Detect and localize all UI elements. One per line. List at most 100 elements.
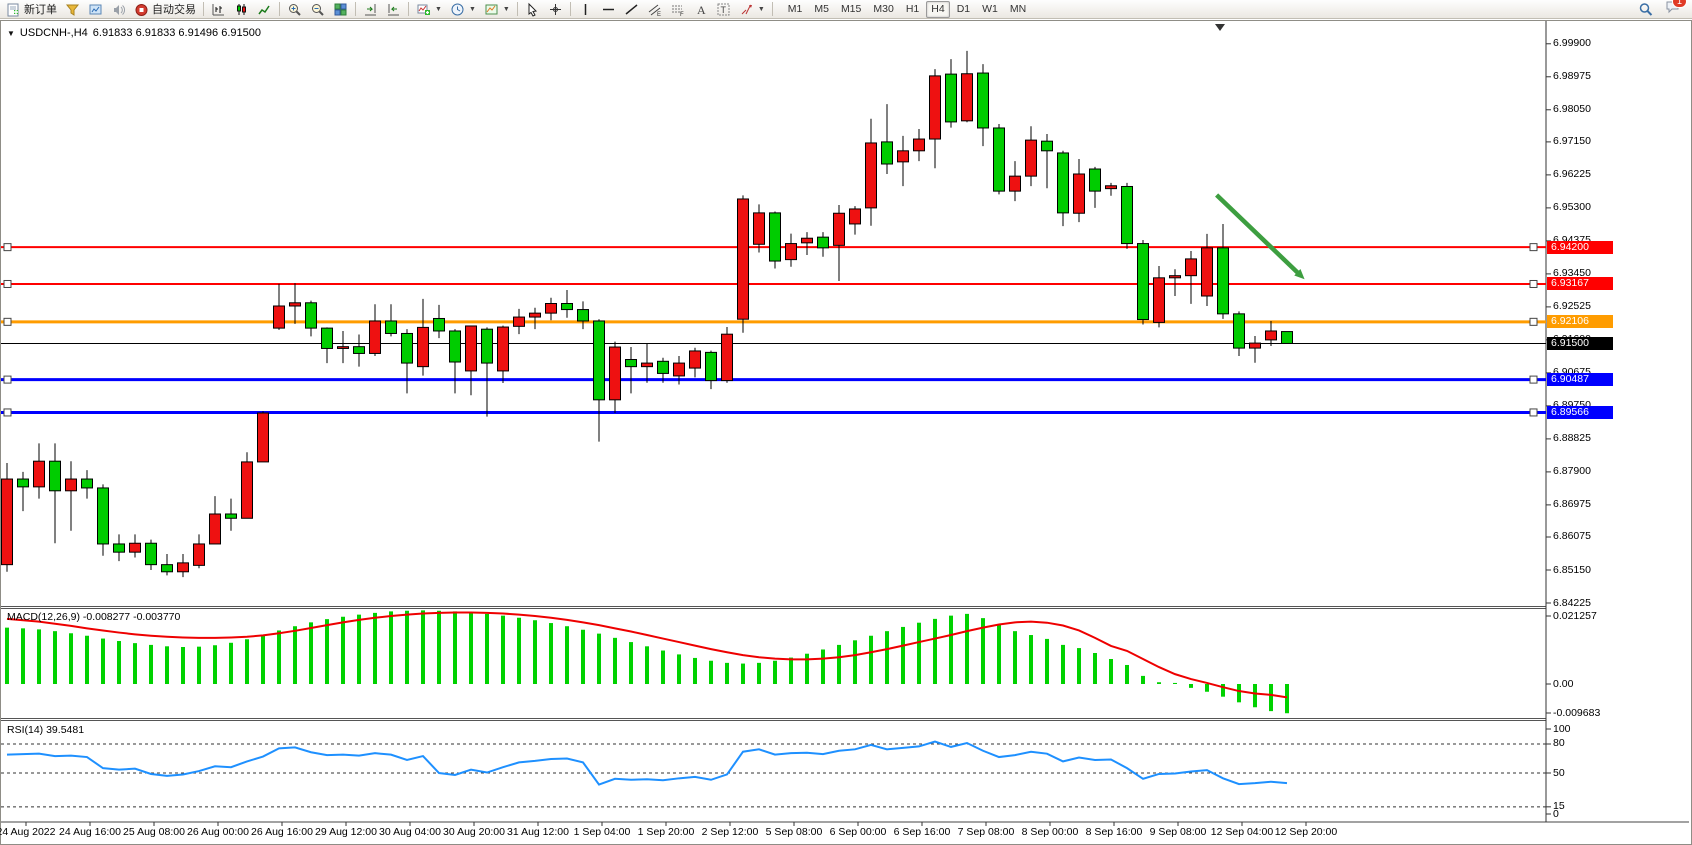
time-axis-label: 8 Sep 00:00 — [1021, 826, 1079, 838]
price-level-badge: 6.89566 — [1547, 405, 1613, 419]
candle-bearish — [705, 351, 717, 382]
line-chart-button[interactable] — [253, 0, 276, 19]
candle-bearish — [657, 360, 669, 374]
candle-bearish — [225, 513, 237, 519]
horizontal-line-button[interactable] — [597, 0, 620, 19]
notifications-button[interactable]: 1 — [1665, 0, 1687, 19]
line-handle[interactable] — [3, 279, 12, 288]
equidistant-channel-button[interactable]: E — [643, 0, 666, 19]
profiles-button[interactable] — [61, 0, 84, 19]
rsi-axis-label: 100 — [1553, 722, 1571, 735]
indicators-button[interactable]: ▼ — [412, 0, 446, 19]
candle-bearish — [769, 212, 781, 262]
line-handle[interactable] — [3, 317, 12, 326]
line-handle[interactable] — [3, 243, 12, 252]
timeframe-h1[interactable]: H1 — [905, 3, 920, 15]
toolbar-separator — [516, 2, 518, 16]
time-axis-label: 8 Sep 16:00 — [1085, 826, 1143, 838]
candle-bullish — [1201, 247, 1213, 297]
line-handle[interactable] — [1529, 375, 1538, 384]
toolbar-separator — [203, 2, 204, 16]
candle-bullish — [241, 461, 253, 519]
timeframe-mn[interactable]: MN — [1009, 3, 1027, 15]
candle-bullish — [497, 326, 509, 372]
trend-arrow-head[interactable] — [1294, 269, 1305, 280]
candle-bullish — [1, 478, 13, 566]
text-button[interactable]: A — [689, 0, 712, 19]
svg-text:E: E — [657, 12, 661, 17]
timeframe-h4[interactable]: H4 — [926, 0, 950, 18]
candle-bearish — [433, 317, 445, 332]
candle-bearish — [561, 303, 573, 311]
chart-canvas[interactable] — [1, 21, 1689, 842]
price-axis-label: 6.84225 — [1553, 596, 1591, 609]
sound-icon — [114, 4, 125, 15]
new-order-button[interactable]: 新订单 — [2, 0, 61, 19]
candle-bearish — [1057, 152, 1069, 214]
market-watch-button[interactable] — [84, 0, 107, 19]
time-axis-label: 5 Sep 08:00 — [765, 826, 823, 838]
candle-bullish — [129, 542, 141, 553]
candle-bullish — [1249, 342, 1261, 349]
timeframe-d1[interactable]: D1 — [956, 3, 971, 15]
candle-bullish — [257, 412, 269, 463]
notification-badge: 1 — [1671, 0, 1687, 8]
price-level-badge: 6.92106 — [1547, 315, 1613, 329]
time-axis-label: 30 Aug 04:00 — [379, 826, 441, 838]
candle-bullish — [913, 138, 925, 152]
line-handle[interactable] — [1529, 279, 1538, 288]
templates-button[interactable]: ▼ — [480, 0, 514, 19]
candle-bullish — [1009, 175, 1021, 192]
search-icon — [1639, 2, 1653, 16]
line-handle[interactable] — [1529, 317, 1538, 326]
candle-bullish — [1105, 185, 1117, 190]
text-label-icon: T — [717, 3, 730, 15]
bar-chart-button[interactable] — [207, 0, 230, 19]
candle-bearish — [113, 543, 125, 553]
candle-bearish — [1089, 168, 1101, 192]
alerts-button[interactable] — [107, 0, 130, 19]
price-axis-label: 6.98975 — [1553, 70, 1591, 83]
auto-scroll-button[interactable] — [359, 0, 382, 19]
tile-windows-button[interactable] — [329, 0, 352, 19]
candle-bullish — [1169, 275, 1181, 279]
timeframe-m1[interactable]: M1 — [787, 3, 803, 15]
timeframe-m5[interactable]: M5 — [814, 3, 829, 15]
zoom-in-button[interactable] — [283, 0, 306, 19]
vline-icon — [584, 3, 587, 15]
line-handle[interactable] — [3, 408, 12, 417]
time-axis-label: 30 Aug 20:00 — [443, 826, 505, 838]
candle-chart-button[interactable] — [230, 0, 253, 19]
svg-text:A: A — [697, 3, 706, 17]
indicators-icon — [417, 4, 430, 15]
one-click-trading-arrow[interactable]: ▼ — [7, 28, 15, 38]
search-button[interactable] — [1634, 0, 1657, 19]
time-axis-label: 6 Sep 00:00 — [829, 826, 887, 838]
arrows-button[interactable]: ▼ — [735, 0, 769, 19]
autotrading-button[interactable]: 自动交易 — [130, 0, 200, 19]
periods-button[interactable]: ▼ — [446, 0, 480, 19]
trend-arrow-object[interactable] — [1215, 193, 1301, 276]
candle-bearish — [385, 320, 397, 334]
text-label-button[interactable]: T — [712, 0, 735, 19]
vertical-line-button[interactable] — [574, 0, 597, 19]
zoom-out-button[interactable] — [306, 0, 329, 19]
crosshair-button[interactable] — [544, 0, 567, 19]
timeframe-m30[interactable]: M30 — [873, 3, 894, 15]
rsi-axis-label: 80 — [1553, 737, 1565, 750]
trendline-button[interactable] — [620, 0, 643, 19]
timeframe-m15[interactable]: M15 — [840, 3, 862, 15]
line-handle[interactable] — [1529, 243, 1538, 252]
line-handle[interactable] — [1529, 408, 1538, 417]
chart-shift-marker-icon[interactable] — [1215, 24, 1225, 31]
toolbar-right-group: 1 — [1634, 0, 1690, 19]
timeframe-w1[interactable]: W1 — [982, 3, 998, 15]
chart-shift-button[interactable] — [382, 0, 405, 19]
candle-bearish — [593, 320, 605, 401]
candle-bearish — [625, 359, 637, 368]
cursor-button[interactable] — [521, 0, 544, 19]
time-axis-label: 24 Aug 2022 — [0, 826, 56, 838]
line-handle[interactable] — [3, 375, 12, 384]
candle-bullish — [209, 513, 221, 545]
fibonacci-button[interactable]: F — [666, 0, 689, 19]
